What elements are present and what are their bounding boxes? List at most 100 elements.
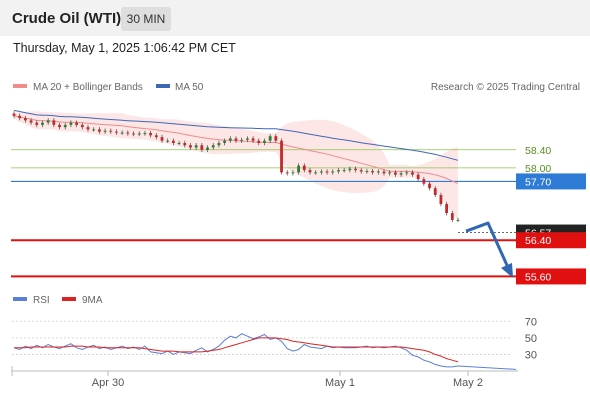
- candle-body: [52, 120, 56, 125]
- candle-body: [382, 171, 386, 174]
- candle-body: [325, 171, 329, 173]
- candle-body: [97, 129, 101, 132]
- ma50-line: [13, 109, 459, 161]
- candle-body: [331, 171, 335, 173]
- candle-body: [69, 122, 73, 125]
- candle-body: [160, 137, 164, 141]
- bollinger-band-area: [14, 111, 458, 220]
- candle-body: [109, 130, 113, 132]
- rsi-line: [13, 333, 459, 368]
- header-bar: Crude Oil (WTI) 30 MIN: [0, 0, 590, 36]
- candle-body: [411, 172, 414, 175]
- candle-body: [46, 120, 50, 123]
- projection-arrowhead: [501, 262, 513, 278]
- candle-body: [92, 129, 96, 131]
- x-axis-label: Apr 30: [92, 377, 124, 389]
- candle-body: [399, 173, 403, 175]
- rsi-tail: [457, 365, 517, 370]
- candle-body: [63, 124, 67, 128]
- candle-body: [456, 219, 460, 221]
- candle-body: [251, 138, 255, 141]
- candle-body: [245, 138, 249, 140]
- candle-body: [428, 183, 431, 189]
- candle-body: [137, 133, 141, 135]
- candle-body: [302, 165, 306, 171]
- resistance-tag-1: 58.40: [525, 145, 551, 157]
- credit-text: Research © 2025 Trading Central: [431, 82, 580, 93]
- candle-body: [149, 133, 153, 136]
- x-axis: Apr 30 May 1 May 2: [11, 366, 483, 389]
- candle-body: [433, 188, 437, 195]
- rsi-tick-label: 70: [525, 316, 537, 328]
- support-tag-1: 56.40: [525, 235, 551, 247]
- ma50-legend-swatch: [156, 84, 170, 88]
- candle-body: [132, 133, 135, 135]
- rsi-ma9-line: [14, 337, 459, 363]
- candle-body: [211, 145, 215, 148]
- x-axis-label: May 2: [453, 377, 483, 389]
- candle-body: [200, 145, 204, 150]
- candle-body: [342, 170, 346, 172]
- timeframe-badge[interactable]: 30 MIN: [121, 7, 171, 31]
- resistance-tag-2: 58.00: [525, 163, 551, 175]
- candle-body: [177, 142, 181, 144]
- candle-body: [354, 168, 357, 171]
- candle-body: [35, 122, 39, 125]
- candle-body: [75, 122, 79, 125]
- candle-body: [12, 113, 16, 116]
- candle-body: [23, 118, 27, 121]
- candle-body: [422, 179, 426, 184]
- candle-body: [166, 140, 170, 142]
- candle-body: [126, 132, 130, 134]
- candle-body: [393, 172, 397, 175]
- candle-body: [183, 142, 187, 146]
- candle-body: [308, 170, 312, 173]
- candle-body: [268, 136, 272, 141]
- ma9-legend-swatch: [62, 297, 76, 301]
- candle-body: [439, 195, 443, 205]
- support-tag-2-box: [516, 268, 586, 285]
- pivot-tag-box: [516, 173, 586, 190]
- ma9-legend-label: 9MA: [82, 295, 103, 306]
- candle-body: [405, 172, 409, 174]
- candle-body: [348, 168, 352, 171]
- ma20-legend-swatch: [13, 84, 27, 88]
- candle-body: [388, 172, 392, 174]
- candle-body: [359, 170, 363, 172]
- rsi-tick-label: 30: [525, 349, 537, 361]
- candle-body: [29, 120, 33, 123]
- candle-body: [120, 132, 124, 134]
- candle-body: [80, 124, 84, 128]
- candle-body: [58, 124, 61, 128]
- candle-body: [285, 172, 289, 174]
- candle-body: [189, 145, 192, 148]
- instrument-title: Crude Oil (WTI): [12, 10, 122, 27]
- candle-body: [416, 174, 420, 180]
- candle-body: [376, 171, 380, 173]
- candle-body: [263, 140, 266, 143]
- ma20-legend-label: MA 20 + Bollinger Bands: [33, 82, 143, 93]
- candle-body: [103, 130, 107, 132]
- candle-body: [206, 147, 209, 150]
- candles: [12, 111, 460, 223]
- support-tag-1-box: [516, 232, 586, 249]
- candle-body: [171, 140, 175, 143]
- candle-body: [115, 131, 118, 133]
- candle-body: [240, 139, 244, 141]
- candle-body: [280, 140, 283, 173]
- candle-body: [445, 204, 449, 214]
- candle-body: [257, 140, 261, 143]
- candle-body: [143, 133, 147, 135]
- price-levels: [11, 149, 516, 278]
- candle-body: [234, 138, 238, 141]
- pivot-tag: 57.70: [525, 176, 551, 188]
- rsi-panel: 70 50 30: [12, 316, 537, 370]
- candle-body: [274, 136, 278, 141]
- support-tag-2: 55.60: [525, 271, 551, 283]
- candle-body: [365, 171, 369, 173]
- ma50-legend-label: MA 50: [175, 82, 204, 93]
- rsi-legend-swatch: [13, 297, 27, 301]
- rsi-tick-label: 50: [525, 333, 537, 345]
- rsi-legend-label: RSI: [33, 295, 50, 306]
